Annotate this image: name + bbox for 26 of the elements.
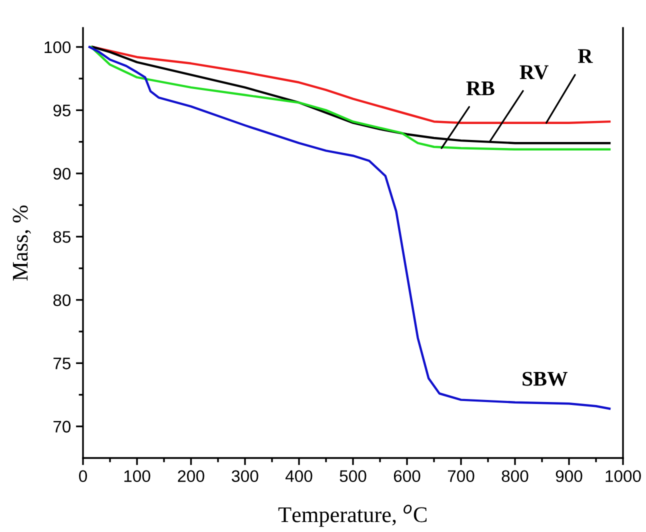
x-tick-label: 900	[556, 470, 582, 482]
x-tick-label: 800	[502, 470, 528, 482]
x-tick-label: 400	[285, 470, 312, 482]
y-tick-label: 95	[53, 104, 70, 116]
y-tick-label: 100	[44, 41, 71, 54]
y-tick-label: 75	[54, 358, 70, 370]
x-tick-label: 700	[448, 470, 474, 482]
y-tick-label: 90	[53, 168, 71, 180]
y-tick-label: 70	[54, 420, 71, 433]
y-axis-title: Mass, %	[12, 205, 31, 281]
y-tick-label: 80	[53, 294, 71, 306]
annotation: RB	[466, 81, 494, 96]
annotation: R	[578, 49, 593, 63]
x-tick-label: 1000	[606, 470, 641, 482]
x-tick-label: 200	[178, 470, 204, 482]
line-series	[92, 46, 611, 124]
x-tick-label: 600	[394, 470, 420, 482]
x-axis-title: Temperature, $^{o}$C	[278, 504, 427, 527]
x-tick-label: 500	[340, 470, 366, 482]
annotation: SBW	[522, 372, 568, 386]
x-tick-label: 100	[124, 470, 150, 482]
x-tick-label: 300	[232, 470, 258, 482]
y-tick-label: 85	[53, 231, 70, 243]
line-series	[88, 46, 611, 410]
x-tick-label: 0	[79, 470, 87, 482]
annotation: RV	[520, 65, 549, 80]
